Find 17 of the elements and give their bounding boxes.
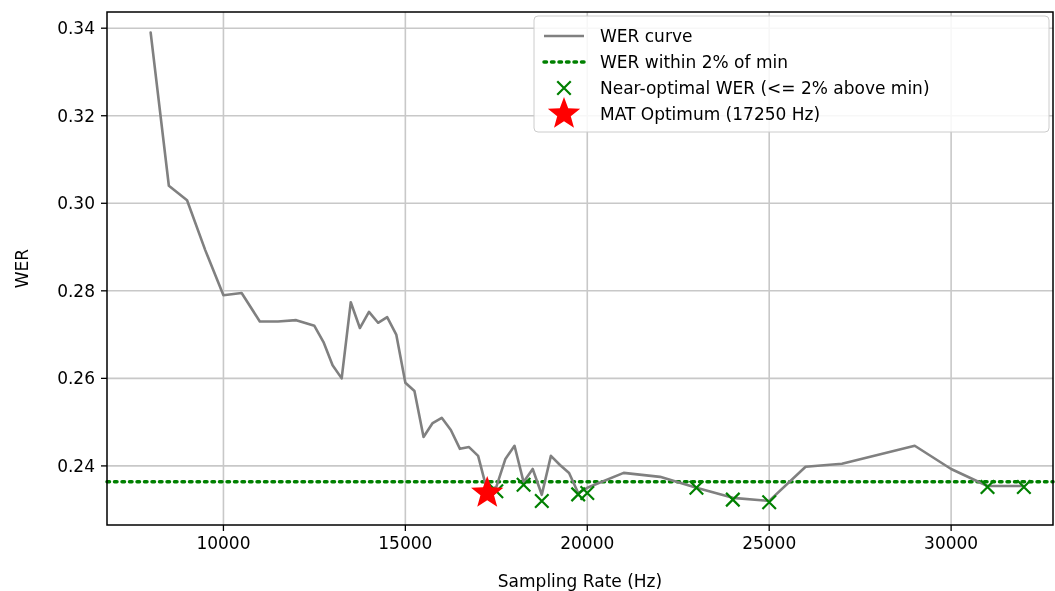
legend-label: Near-optimal WER (<= 2% above min) <box>600 78 930 98</box>
legend-label: WER within 2% of min <box>600 52 788 72</box>
x-tick-label: 25000 <box>742 533 797 553</box>
y-axis-title: WER <box>12 248 32 289</box>
x-tick-label: 30000 <box>924 533 979 553</box>
x-tick-label: 20000 <box>560 533 615 553</box>
y-tick-label: 0.26 <box>57 368 95 389</box>
x-tick-label: 15000 <box>378 533 433 553</box>
y-tick-label: 0.24 <box>57 455 95 476</box>
legend-label: MAT Optimum (17250 Hz) <box>600 104 821 124</box>
y-tick-label: 0.32 <box>57 105 95 126</box>
x-axis-title: Sampling Rate (Hz) <box>497 571 663 591</box>
legend-label: WER curve <box>600 26 693 46</box>
y-tick-label: 0.34 <box>57 18 95 39</box>
y-tick-label: 0.28 <box>57 280 95 301</box>
y-tick-label: 0.30 <box>57 193 95 214</box>
x-tick-label: 10000 <box>196 533 251 553</box>
